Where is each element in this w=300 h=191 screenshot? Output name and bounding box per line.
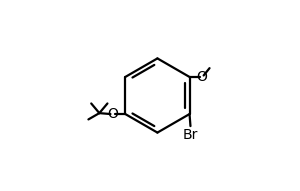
- Text: Br: Br: [183, 128, 198, 142]
- Text: O: O: [107, 107, 118, 121]
- Text: O: O: [197, 70, 208, 84]
